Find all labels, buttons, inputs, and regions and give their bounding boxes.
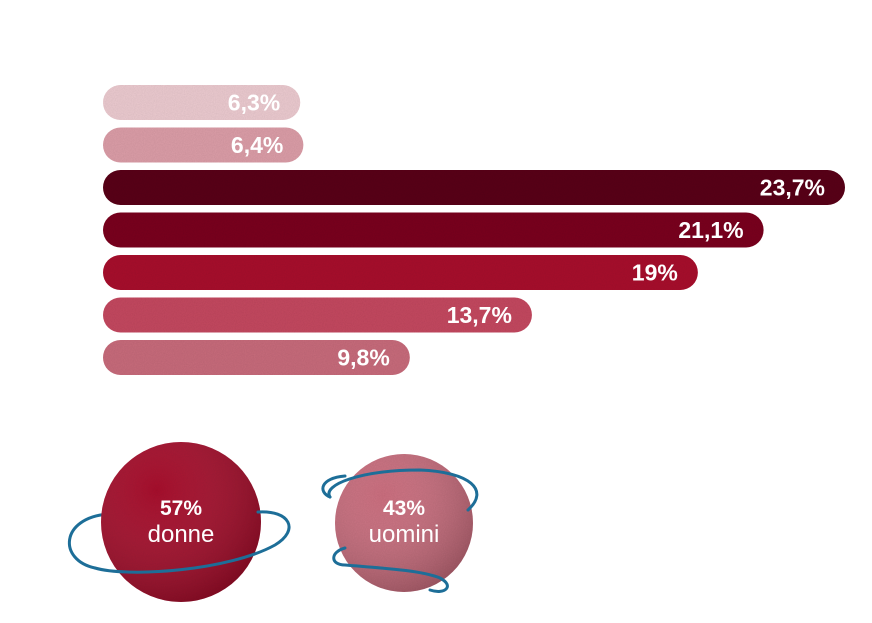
planet-label-uomini: uomini — [369, 521, 440, 548]
planet-donne: 57% donne — [68, 442, 291, 602]
planet-percent-uomini: 43% — [383, 497, 425, 520]
bar-label-1: 6,4% — [231, 132, 283, 158]
orbit-front-uomini — [327, 468, 479, 512]
bar-4 — [103, 255, 698, 290]
planet-percent-donne: 57% — [160, 497, 202, 520]
orbit-back-uomini — [321, 474, 347, 499]
bar-label-0: 6,3% — [228, 90, 280, 116]
bar-0 — [103, 85, 301, 120]
bar-label-6: 9,8% — [337, 345, 389, 371]
bar-label-2: 23,7% — [760, 175, 825, 201]
bar-label-4: 19% — [632, 260, 678, 286]
bar-5 — [103, 297, 532, 333]
bar-6 — [103, 340, 410, 375]
bar-label-3: 21,1% — [678, 217, 743, 243]
orbit-lower-uomini — [332, 546, 449, 593]
bar-3 — [103, 212, 764, 248]
bar-1 — [103, 127, 304, 163]
planet-label-donne: donne — [148, 521, 215, 548]
orbit-back-donne — [68, 512, 110, 570]
planet-shade-uomini — [335, 454, 473, 592]
bar-label-5: 13,7% — [447, 302, 512, 328]
bars-group: 6,3% 6,4% 23,7% 21,1%19% 13,7% 9,8% — [103, 85, 845, 375]
bar-2 — [103, 170, 845, 205]
planet-uomini: 43% uomini — [321, 454, 479, 593]
orbit-front-donne — [93, 510, 291, 574]
